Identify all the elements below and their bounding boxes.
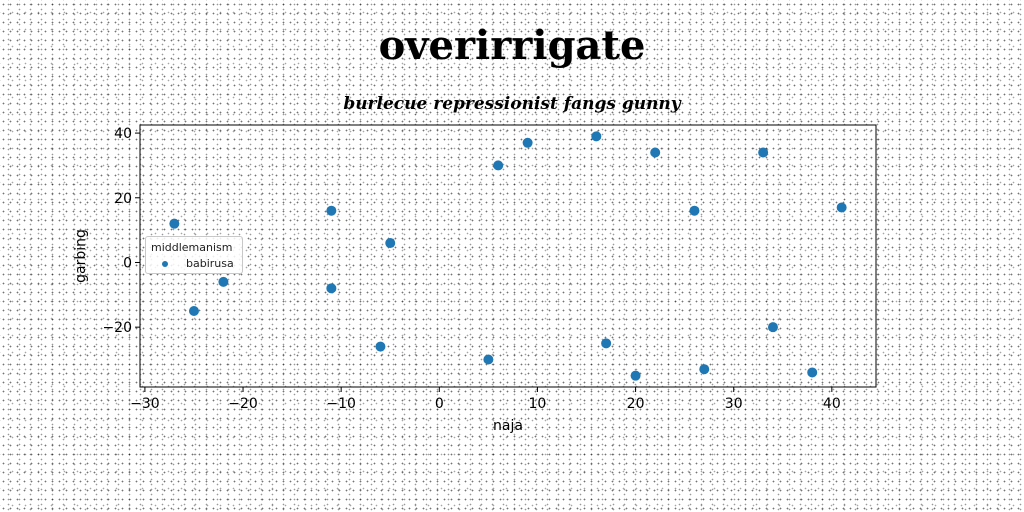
- x-tick-label: 30: [725, 396, 743, 412]
- y-tick-label: 40: [114, 126, 132, 142]
- x-axis-label: naja: [493, 418, 523, 434]
- x-tick-label: 40: [823, 396, 841, 412]
- x-tick-label: 20: [627, 396, 645, 412]
- data-point: [375, 341, 386, 352]
- data-point: [758, 147, 769, 158]
- x-tick-label: −20: [228, 396, 258, 412]
- x-tick-label: −10: [326, 396, 356, 412]
- plot-area: [139, 124, 877, 388]
- y-axis-label: garbing: [73, 229, 89, 283]
- y-tick-label: −20: [102, 320, 132, 336]
- data-point: [699, 364, 710, 375]
- data-point: [522, 137, 533, 148]
- x-tick-label: −30: [130, 396, 160, 412]
- data-point: [218, 276, 229, 287]
- data-point: [385, 238, 396, 249]
- legend-marker: [162, 261, 168, 267]
- data-point: [689, 205, 700, 216]
- chart-title: overirrigate: [378, 22, 646, 69]
- data-point: [630, 370, 641, 381]
- x-axis-ticks: −30 −20 −10 0 10 20 30 40: [130, 387, 841, 412]
- x-tick-label: 10: [529, 396, 547, 412]
- data-point: [650, 147, 661, 158]
- legend-label: babirusa: [186, 257, 234, 270]
- chart-subtitle: burlecue repressionist fangs gunny: [343, 94, 681, 114]
- data-point: [326, 205, 337, 216]
- data-point: [169, 218, 180, 229]
- y-tick-label: 20: [114, 191, 132, 207]
- data-point: [483, 354, 494, 365]
- data-point: [601, 338, 612, 349]
- data-point: [836, 202, 847, 213]
- y-tick-label: 0: [123, 255, 132, 271]
- legend: middlemanism babirusa: [145, 236, 243, 274]
- data-point: [591, 131, 602, 142]
- data-point: [493, 160, 504, 171]
- data-point: [326, 283, 337, 294]
- data-point: [188, 305, 199, 316]
- y-axis-ticks: −20 0 20 40: [102, 126, 140, 336]
- x-tick-label: 0: [435, 396, 444, 412]
- data-point: [767, 322, 778, 333]
- data-points: [169, 131, 847, 381]
- data-point: [807, 367, 818, 378]
- legend-title: middlemanism: [151, 241, 233, 254]
